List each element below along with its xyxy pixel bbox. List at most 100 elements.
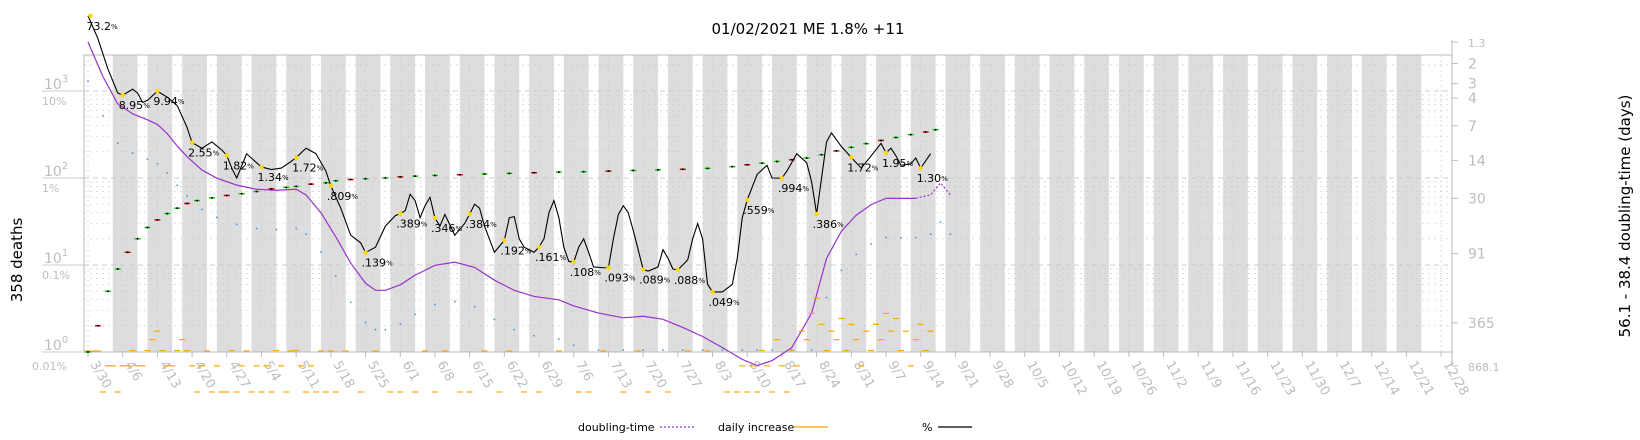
x-tick-label: 6/29: [538, 359, 566, 392]
pct-label: 1.72%: [292, 162, 324, 175]
y-left-tick-label: 101: [44, 248, 68, 267]
legend-label: daily increase: [718, 421, 794, 434]
x-tick-label: 11/9: [1197, 359, 1225, 392]
pct-label-dot: [88, 13, 93, 18]
y-right-tick-label: 14: [1468, 153, 1486, 169]
weekend-band: [667, 55, 693, 352]
pct-label-unit: %: [560, 254, 567, 262]
x-tick-label: 6/15: [468, 359, 496, 392]
doubling-time-dot: [320, 251, 322, 253]
y-right-tick-label: 365: [1468, 316, 1495, 332]
doubling-time-dot: [513, 328, 516, 331]
pct-label: .809%: [327, 190, 359, 203]
x-tick-label: 11/16: [1231, 359, 1263, 399]
doubling-time-dot: [101, 114, 104, 117]
x-tick-label: 12/21: [1405, 359, 1437, 399]
weekend-band: [251, 55, 277, 352]
x-tick-label: 4/13: [156, 359, 184, 392]
pct-label: 9.94%: [153, 95, 185, 108]
doubling-time-dot: [597, 349, 600, 351]
pct-label-unit: %: [941, 175, 948, 183]
doubling-time-dot: [533, 334, 535, 337]
pct-label-dot: [745, 197, 750, 203]
pct-label: 1.82%: [223, 159, 255, 172]
pct-label-unit: %: [455, 225, 462, 233]
x-tick-label: 6/22: [503, 359, 531, 392]
cumulative-dot: [909, 133, 912, 136]
pct-label-dot: [640, 267, 646, 272]
x-tick-label: 9/21: [954, 359, 982, 392]
pct-label: .088%: [674, 274, 706, 287]
x-tick-label: 11/23: [1266, 359, 1298, 399]
weekend-band: [1223, 55, 1248, 352]
cumulative-dot: [508, 172, 511, 175]
pct-label-dot: [502, 238, 507, 243]
doubling-time-dot: [756, 349, 759, 351]
cumulative-dot: [349, 178, 352, 181]
cumulative-dot: [414, 175, 417, 178]
cumulative-dot: [176, 207, 179, 210]
cumulative-dot: [706, 167, 709, 170]
cumulative-dot: [775, 160, 778, 163]
doubling-time-dot: [176, 184, 179, 187]
pct-label: .384%: [466, 218, 498, 231]
pct-label-dot: [918, 165, 923, 171]
doubling-time-dot: [414, 313, 417, 316]
pct-label-dot: [883, 150, 889, 155]
pct-label-unit: %: [282, 174, 289, 182]
y-right-tick-label: 4: [1468, 91, 1477, 107]
doubling-time-dot: [215, 216, 218, 219]
pct-label-dot: [363, 250, 368, 255]
pct-label-dot: [814, 211, 819, 217]
x-tick-label: 10/12: [1058, 359, 1090, 399]
weekend-band: [425, 55, 450, 352]
pct-label: 1.72%: [847, 162, 879, 175]
cumulative-dot: [865, 142, 868, 145]
y-left-tick-label: 102: [44, 161, 68, 180]
pct-label-dot: [710, 289, 715, 295]
x-tick-label: 10/26: [1127, 359, 1159, 399]
cumulative-dot: [761, 162, 764, 165]
chart-title: 01/02/2021 ME 1.8% +11: [712, 20, 905, 38]
doubling-time-dot: [156, 162, 159, 165]
doubling-time-dot: [929, 233, 932, 236]
pct-label-dot: [675, 267, 681, 273]
x-tick-label: 4/6: [121, 359, 144, 385]
cumulative-dot: [255, 190, 258, 193]
pct-label-unit: %: [872, 165, 879, 173]
pct-label-dot: [571, 259, 576, 265]
y-left-tick-exponent: 3: [62, 74, 68, 85]
x-tick-label: 8/24: [815, 359, 843, 392]
x-tick-label: 12/7: [1336, 359, 1364, 392]
cumulative-dot: [924, 130, 927, 133]
y-left-tick-exponent: 2: [62, 161, 68, 172]
x-tick-label: 5/4: [260, 359, 283, 385]
legend-label: %: [922, 421, 932, 434]
pct-label: .346%: [431, 222, 463, 235]
y-right-tick-label: 91: [1468, 247, 1486, 263]
cumulative-dot: [166, 212, 169, 215]
cumulative-dot: [731, 165, 734, 168]
cumulative-dot: [458, 173, 461, 176]
cumulative-dot: [364, 177, 367, 180]
cumulative-dot: [310, 183, 313, 186]
cumulative-dot: [225, 194, 228, 197]
weekend-band: [1153, 55, 1179, 352]
doubling-time-dot: [235, 223, 238, 226]
y-left-tick-exponent: 1: [62, 248, 68, 259]
x-tick-label: 9/7: [885, 359, 908, 385]
x-tick-label: 5/18: [329, 359, 357, 392]
cumulative-dot: [934, 128, 937, 131]
doubling-time-dot: [131, 152, 134, 155]
y-pct-tick-label: 10%: [42, 95, 66, 108]
x-tick-label: 11/2: [1162, 359, 1190, 392]
x-tick-label: 4/20: [191, 359, 219, 392]
pct-label: .161%: [535, 251, 567, 264]
x-tick-label: 7/20: [642, 359, 670, 392]
weekend-band: [355, 55, 381, 352]
x-tick-label: 9/28: [989, 359, 1017, 392]
pct-label-unit: %: [837, 221, 844, 229]
cumulative-dot: [196, 199, 199, 202]
grid-lines: [84, 55, 1452, 353]
cumulative-dot: [790, 158, 793, 161]
